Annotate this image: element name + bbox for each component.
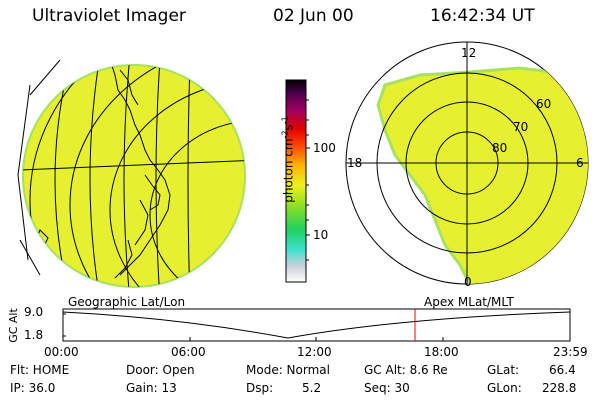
sequence-value: Seq: 30: [364, 381, 410, 395]
time-label: 16:42:34 UT: [430, 6, 535, 26]
gain-value: Gain: 13: [126, 381, 177, 395]
x-tick-1200: 12:00: [297, 345, 332, 359]
timeline-ticks: [62, 313, 571, 341]
polar-plot: [345, 41, 589, 285]
colorbar-unit-s: s: [281, 124, 296, 131]
lat-label-80: 80: [492, 141, 508, 155]
gc-alt-value: GC Alt: 8.6 Re: [364, 363, 448, 377]
lat-label-70: 70: [513, 120, 529, 134]
x-tick-0000: 00:00: [44, 345, 79, 359]
dsp-value: 5.2: [302, 381, 322, 395]
glon-label: GLon:: [487, 381, 522, 395]
timeline-plot: [62, 308, 571, 342]
geographic-image: [17, 59, 246, 288]
geo-outer-grid: [17, 59, 61, 276]
colorbar-unit: photon cm: [281, 138, 296, 203]
x-tick-0600: 06:00: [171, 345, 206, 359]
gc-alt-curve: [62, 311, 571, 339]
color-bar: [285, 79, 307, 283]
mode-value: Mode: Normal: [246, 363, 330, 377]
door-status: Door: Open: [126, 363, 195, 377]
x-tick-2359: 23:59: [553, 345, 588, 359]
apex-title: Apex MLat/MLT: [424, 295, 514, 309]
colorbar-tick-100: 100: [313, 141, 336, 155]
colorbar-tick-10: 10: [313, 228, 329, 242]
geo-disk: [22, 64, 246, 288]
colorbar-exp1: -2: [280, 130, 290, 139]
date-label: 02 Jun 00: [273, 6, 354, 26]
gc-alt-axis-label: GC Alt: [6, 308, 20, 343]
polar-grid: [346, 42, 588, 284]
lat-label-60: 60: [536, 97, 552, 111]
mlt-label-12: 12: [461, 46, 477, 60]
color-bar-ticks: [306, 99, 310, 261]
colorbar-label: photon cm-2s-1: [281, 85, 296, 235]
glat-value: 66.4: [549, 363, 576, 377]
ip-value: IP: 36.0: [10, 381, 56, 395]
flight-status: Flt: HOME: [10, 363, 70, 377]
mlt-label-6: 6: [576, 156, 584, 170]
glon-value: 228.8: [542, 381, 577, 395]
colorbar-exp2: -1: [280, 116, 290, 125]
instrument-title: Ultraviolet Imager: [32, 6, 186, 26]
timeline-frame: [62, 308, 571, 342]
mlt-label-18: 18: [347, 156, 363, 170]
x-tick-1800: 18:00: [424, 345, 459, 359]
y-tick-9: 9.0: [24, 305, 44, 319]
y-tick-1: 1.8: [24, 328, 44, 342]
mlt-label-0: 0: [464, 275, 472, 289]
glat-label: GLat:: [487, 363, 520, 377]
geographic-title: Geographic Lat/Lon: [68, 295, 186, 309]
dsp-label: Dsp:: [246, 381, 274, 395]
